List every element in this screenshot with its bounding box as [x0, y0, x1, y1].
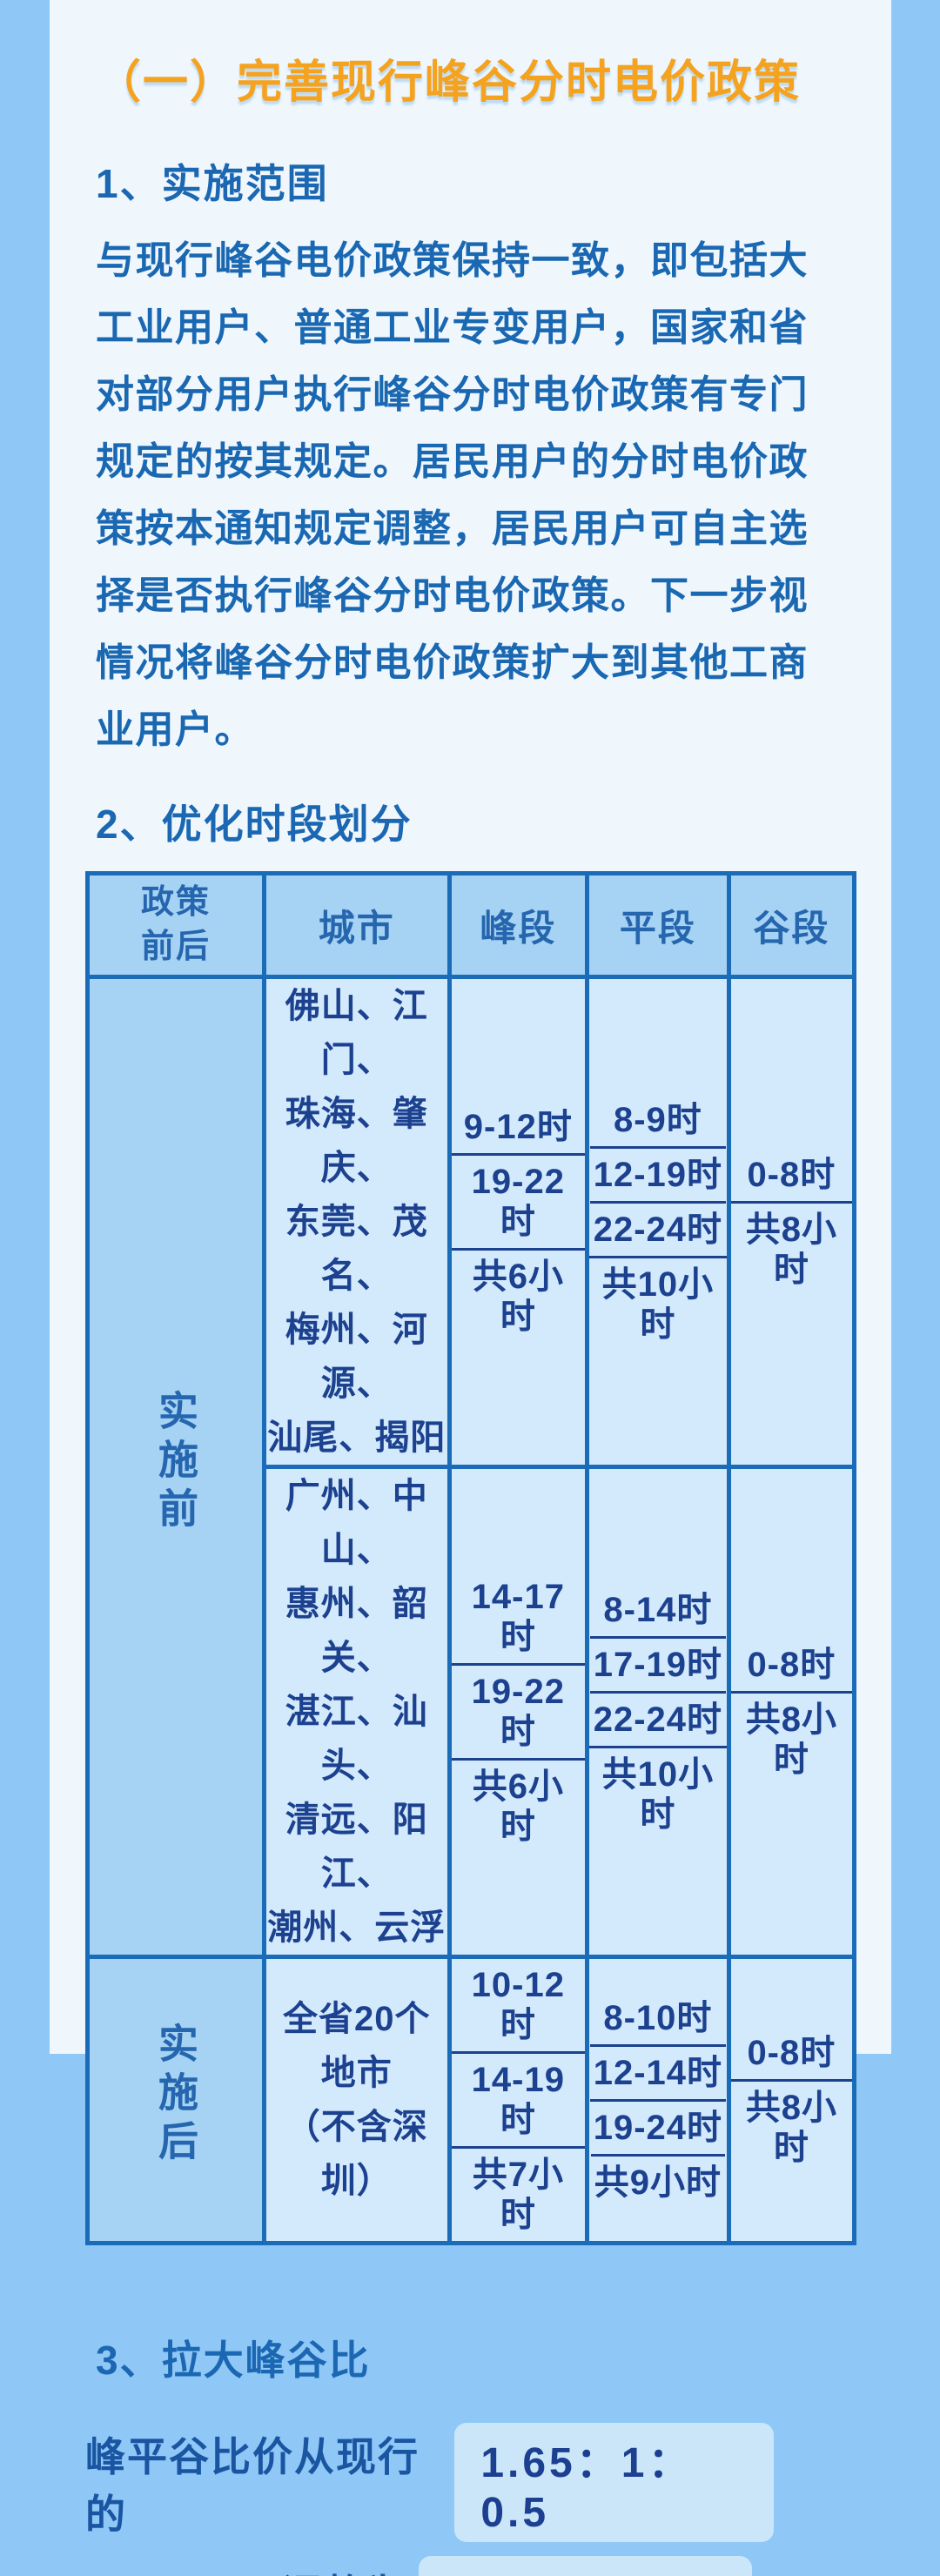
phase-cell-after: 实施后: [85, 1955, 266, 2245]
time-segments: 0-8时 共8小时: [730, 1639, 852, 1786]
time-segment: 22-24时: [589, 1200, 727, 1256]
valley-cell: 0-8时 共8小时: [726, 1955, 857, 2245]
section-1-heading: 1、实施范围: [96, 161, 329, 206]
time-segment-total: 共8小时: [730, 2078, 852, 2174]
cities-list: 全省20个地市 （不含深圳）: [283, 2000, 431, 2200]
cities-cell: 广州、中山、 惠州、韶关、 湛江、汕头、 清远、阳江、 潮州、云浮: [262, 1465, 452, 1959]
header-city: 城市: [262, 871, 452, 979]
table-header-row: 政策 前后 城市 峰段 平段 谷段: [85, 871, 857, 979]
section-3-heading: 3、拉大峰谷比: [96, 2338, 371, 2383]
table-row: 广州、中山、 惠州、韶关、 湛江、汕头、 清远、阳江、 潮州、云浮 14-17时…: [88, 1465, 857, 1959]
header-policy-before-after: 政策 前后: [85, 871, 266, 979]
time-segments: 0-8时 共8小时: [730, 2027, 852, 2174]
time-segment: 19-24时: [589, 2098, 727, 2154]
time-segment: 19-22时: [451, 1153, 586, 1248]
time-segment: 22-24时: [589, 1690, 727, 1746]
time-segments: 8-9时 12-19时 22-24时 共10小时: [589, 1094, 727, 1351]
ratio-adjusted-row: 调整为 1.7：1：0.38: [85, 2556, 856, 2576]
time-segment: 17-19时: [589, 1635, 727, 1691]
time-segments: 8-14时 17-19时 22-24时 共10小时: [589, 1584, 727, 1841]
time-segment-total: 共10小时: [589, 1255, 727, 1351]
time-segments: 10-12时 14-19时 共7小时: [451, 1959, 586, 2241]
peak-cell: 14-17时 19-22时 共6小时: [446, 1465, 590, 1959]
time-segment-total: 共6小时: [451, 1248, 586, 1343]
ratio-adjusted-label: 调整为: [281, 2563, 406, 2576]
time-segments: 0-8时 共8小时: [730, 1149, 852, 1296]
time-segment: 10-12时: [471, 1966, 565, 2044]
time-segment: 8-10时: [603, 1998, 713, 2037]
cities-list: 广州、中山、 惠州、韶关、 湛江、汕头、 清远、阳江、 潮州、云浮: [267, 1477, 446, 1947]
time-segment: 8-9时: [613, 1100, 702, 1139]
time-segment: 9-12时: [463, 1108, 573, 1146]
peak-cell: 9-12时 19-22时 共6小时: [446, 975, 590, 1469]
time-segments: 14-17时 19-22时 共6小时: [451, 1571, 586, 1853]
valley-cell: 0-8时 共8小时: [726, 1465, 857, 1959]
phase-label: 实施前: [153, 1389, 198, 1536]
flat-cell: 8-10时 12-14时 19-24时 共9小时: [585, 1955, 731, 2245]
header-flat-period: 平段: [585, 871, 731, 979]
time-segments: 8-10时 12-14时 19-24时 共9小时: [589, 1992, 727, 2209]
time-segment: 8-14时: [603, 1590, 713, 1629]
time-segment: 12-14时: [589, 2043, 727, 2099]
cities-list: 佛山、江门、 珠海、肇庆、 东莞、茂名、 梅州、河源、 汕尾、揭阳: [267, 987, 446, 1457]
time-segment: 0-8时: [747, 1645, 836, 1684]
time-segment: 0-8时: [747, 1155, 836, 1194]
header-valley-period: 谷段: [726, 871, 857, 979]
section-2-heading: 2、优化时段划分: [96, 802, 413, 847]
time-segment-total: 共7小时: [451, 2146, 586, 2241]
page-title: （一）完善现行峰谷分时电价政策: [96, 57, 802, 108]
ratio-current-value: 1.65：1：0.5: [454, 2423, 774, 2542]
time-segments: 9-12时 19-22时 共6小时: [451, 1101, 586, 1343]
cities-cell: 佛山、江门、 珠海、肇庆、 东莞、茂名、 梅州、河源、 汕尾、揭阳: [262, 975, 452, 1469]
time-segment-total: 共9小时: [590, 2153, 725, 2209]
time-segment: 19-22时: [451, 1663, 586, 1758]
time-segment: 14-17时: [471, 1578, 565, 1656]
cities-cell: 全省20个地市 （不含深圳）: [262, 1955, 452, 2245]
time-segment: 12-19时: [589, 1145, 727, 1201]
time-segment: 14-19时: [451, 2051, 586, 2146]
time-segment-total: 共10小时: [589, 1745, 727, 1841]
table-row: 实施后 全省20个地市 （不含深圳） 10-12时 14-19时 共7小时 8-…: [85, 1955, 857, 2245]
flat-cell: 8-14时 17-19时 22-24时 共10小时: [585, 1465, 731, 1959]
time-period-table: 政策 前后 城市 峰段 平段 谷段 实施前 佛山、江门、 珠海、肇庆、 东莞、茂…: [85, 871, 857, 2245]
peak-cell: 10-12时 14-19时 共7小时: [446, 1955, 590, 2245]
ratio-current-label: 峰平谷比价从现行的: [85, 2433, 420, 2537]
ratio-adjusted-value: 1.7：1：0.38: [419, 2556, 752, 2576]
valley-cell: 0-8时 共8小时: [726, 975, 857, 1469]
time-segment-total: 共8小时: [730, 1690, 852, 1786]
ratio-current-row: 峰平谷比价从现行的 1.65：1：0.5: [85, 2423, 856, 2542]
table-row: 实施前 佛山、江门、 珠海、肇庆、 东莞、茂名、 梅州、河源、 汕尾、揭阳 9-…: [85, 975, 857, 1959]
time-segment-total: 共6小时: [451, 1758, 586, 1853]
phase-cell-before: 实施前: [85, 975, 266, 1959]
time-segment: 0-8时: [747, 2033, 836, 2072]
phase-label: 实施后: [153, 2023, 198, 2169]
time-segment-total: 共8小时: [730, 1200, 852, 1296]
flat-cell: 8-9时 12-19时 22-24时 共10小时: [585, 975, 731, 1469]
content-card: （一）完善现行峰谷分时电价政策 1、实施范围 与现行峰谷电价政策保持一致，即包括…: [50, 0, 891, 2576]
header-peak-period: 峰段: [446, 871, 590, 979]
implementation-scope-paragraph: 与现行峰谷电价政策保持一致，即包括大 工业用户、普通工业专变用户，国家和省 对部…: [96, 239, 809, 751]
